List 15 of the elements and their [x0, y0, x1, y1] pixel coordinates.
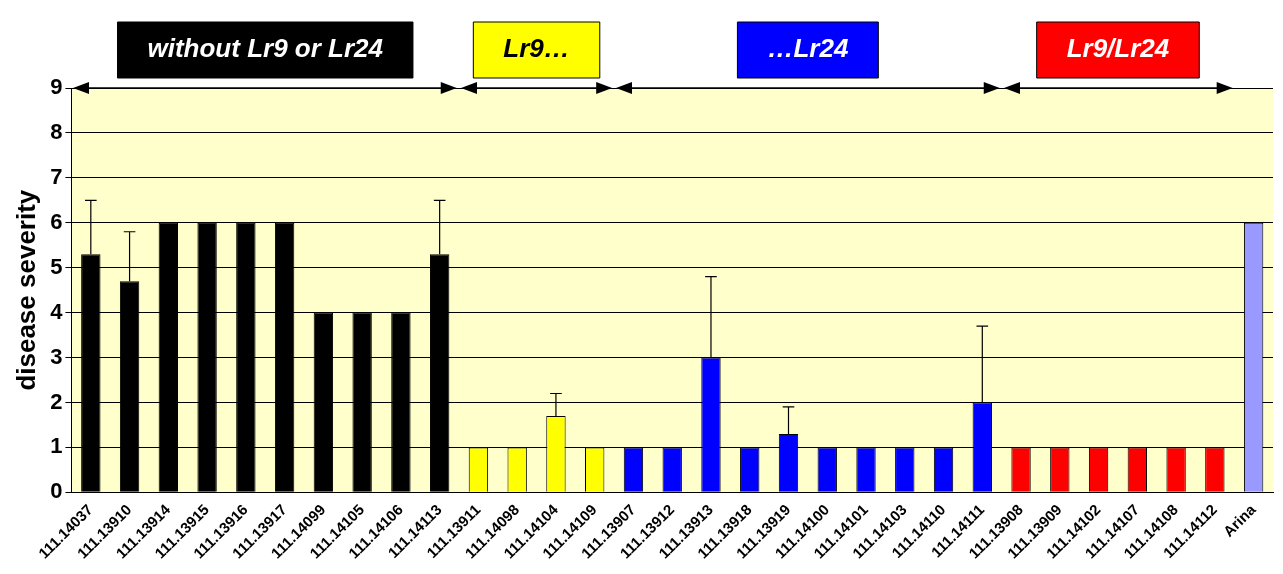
text: without Lr9 or Lr24: [147, 33, 384, 64]
y-tick-label: 1: [50, 433, 63, 459]
text: Lr9…: [503, 33, 570, 64]
text: …Lr24: [767, 33, 849, 64]
y-tick-label: 3: [50, 343, 63, 369]
y-tick-label: 4: [50, 298, 64, 324]
y-axis-title: disease severity: [10, 189, 41, 391]
text: Lr9/Lr24: [1066, 33, 1170, 64]
y-tick-label: 8: [50, 118, 63, 144]
y-tick-label: 6: [50, 208, 63, 234]
y-tick-label: 2: [50, 388, 63, 414]
y-tick-label: 9: [50, 74, 63, 100]
y-tick-label: 0: [50, 478, 63, 504]
y-tick-label: 7: [50, 163, 63, 189]
y-tick-label: 5: [50, 253, 63, 279]
